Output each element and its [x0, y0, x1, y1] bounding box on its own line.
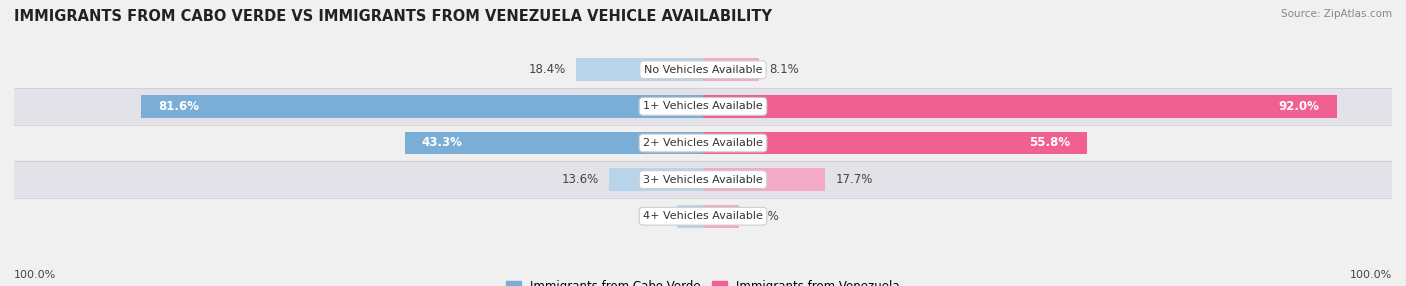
Text: 3+ Vehicles Available: 3+ Vehicles Available — [643, 175, 763, 184]
Text: 81.6%: 81.6% — [157, 100, 200, 113]
Legend: Immigrants from Cabo Verde, Immigrants from Venezuela: Immigrants from Cabo Verde, Immigrants f… — [502, 276, 904, 286]
Text: Source: ZipAtlas.com: Source: ZipAtlas.com — [1281, 9, 1392, 19]
Text: 4+ Vehicles Available: 4+ Vehicles Available — [643, 211, 763, 221]
Text: 18.4%: 18.4% — [529, 63, 565, 76]
Text: 13.6%: 13.6% — [562, 173, 599, 186]
Bar — [14, 198, 1392, 235]
Text: No Vehicles Available: No Vehicles Available — [644, 65, 762, 75]
Text: 100.0%: 100.0% — [14, 270, 56, 280]
Text: IMMIGRANTS FROM CABO VERDE VS IMMIGRANTS FROM VENEZUELA VEHICLE AVAILABILITY: IMMIGRANTS FROM CABO VERDE VS IMMIGRANTS… — [14, 9, 772, 23]
Text: 100.0%: 100.0% — [1350, 270, 1392, 280]
Bar — [703, 95, 1337, 118]
Text: 8.1%: 8.1% — [769, 63, 799, 76]
Bar — [703, 132, 1087, 154]
Bar — [405, 132, 703, 154]
Text: 43.3%: 43.3% — [422, 136, 463, 150]
Text: 1+ Vehicles Available: 1+ Vehicles Available — [643, 102, 763, 111]
Bar — [703, 58, 759, 81]
Text: 17.7%: 17.7% — [835, 173, 873, 186]
Bar — [14, 125, 1392, 161]
Bar — [14, 161, 1392, 198]
Bar — [14, 88, 1392, 125]
Text: 5.2%: 5.2% — [749, 210, 779, 223]
Bar — [141, 95, 703, 118]
Bar — [703, 205, 738, 228]
Bar — [703, 168, 825, 191]
Text: 2+ Vehicles Available: 2+ Vehicles Available — [643, 138, 763, 148]
Text: 3.8%: 3.8% — [637, 210, 666, 223]
Bar — [14, 51, 1392, 88]
Text: 92.0%: 92.0% — [1278, 100, 1320, 113]
Bar — [676, 205, 703, 228]
Text: 55.8%: 55.8% — [1029, 136, 1070, 150]
Bar — [609, 168, 703, 191]
Bar — [576, 58, 703, 81]
